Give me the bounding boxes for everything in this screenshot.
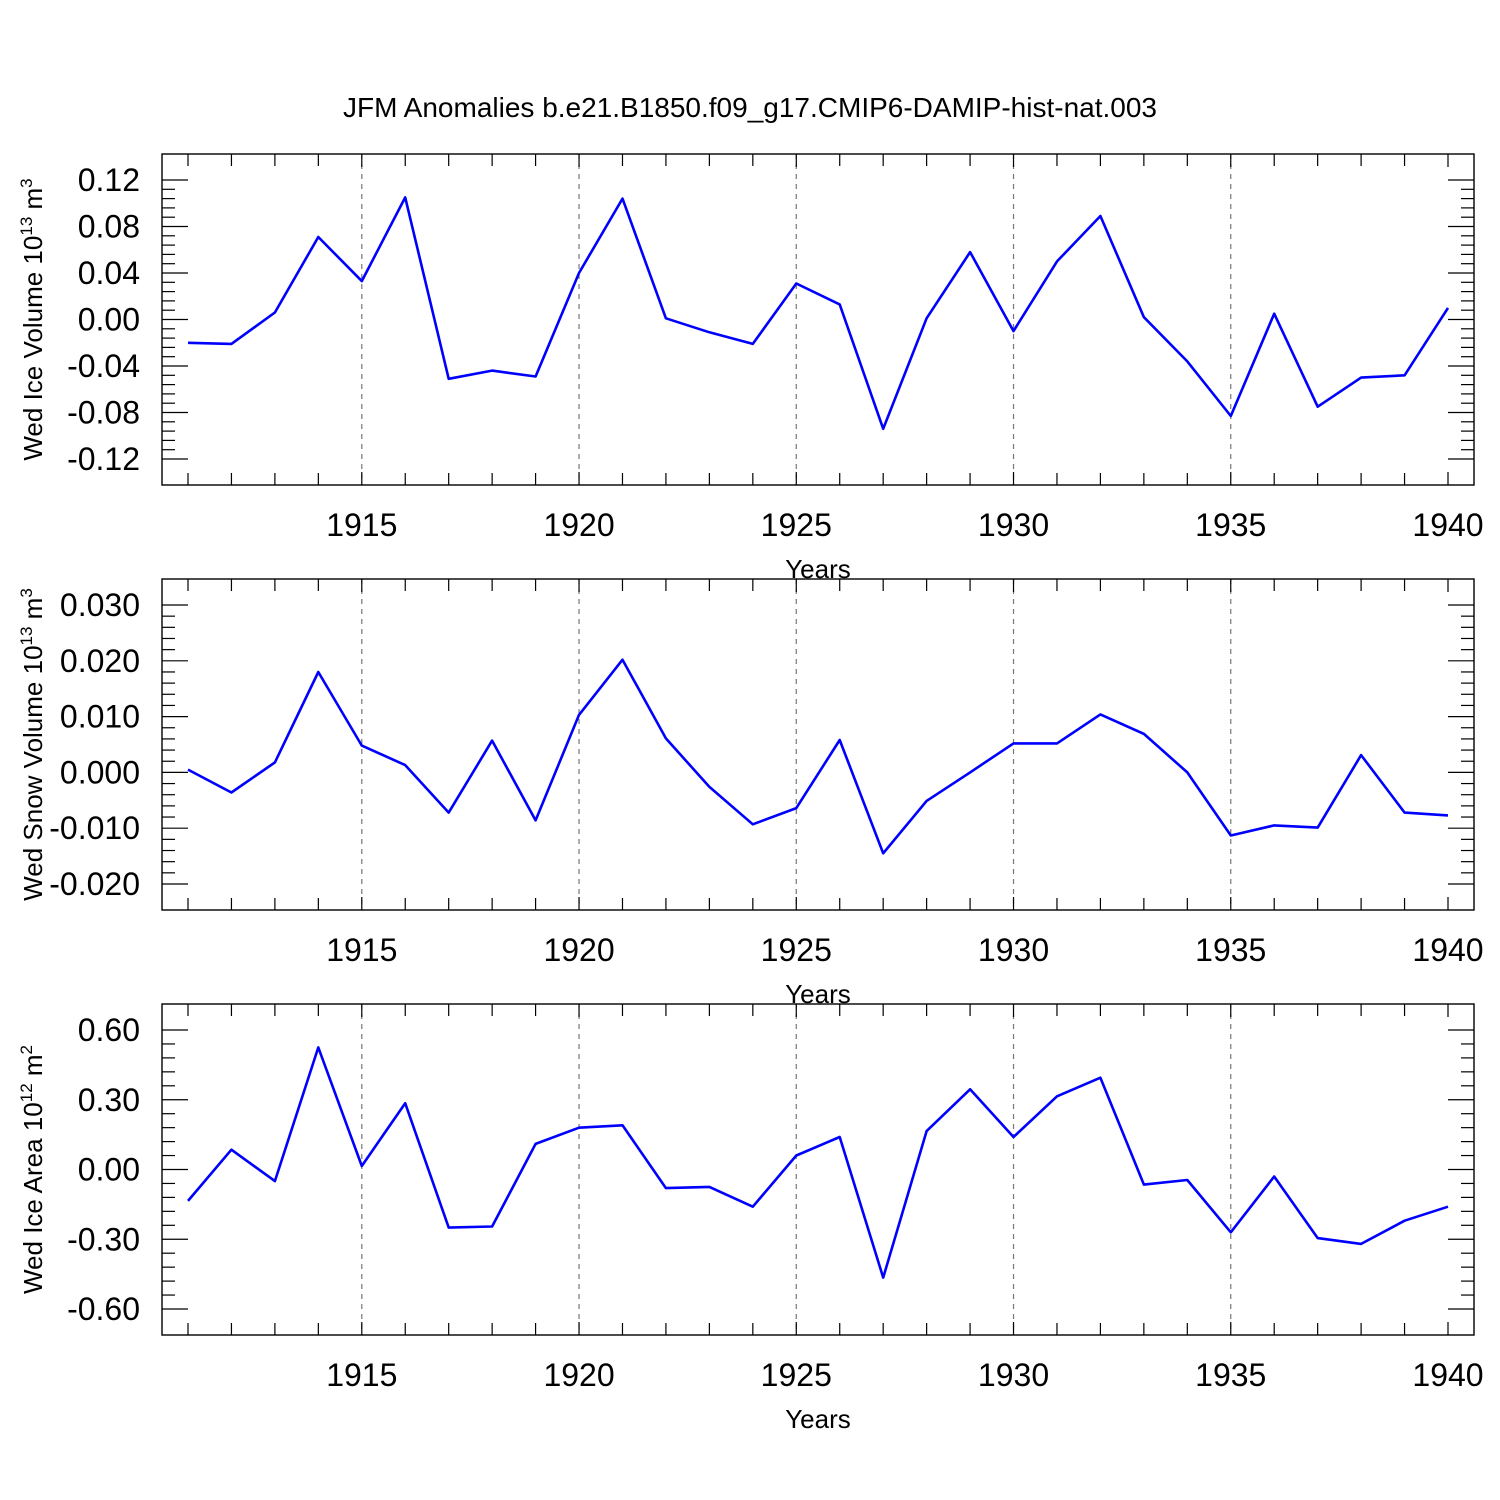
y-tick-label: 0.00 xyxy=(78,1152,140,1188)
panel-1: 1915 1920 1925 1930 1935 1940 -0.12 -0.08 -0.04 0… xyxy=(17,153,1484,584)
x-tick-label: 1920 xyxy=(543,1357,614,1393)
x-tick-label: 1935 xyxy=(1195,1357,1266,1393)
y-axis-title-text: Wed Ice Volume 10 xyxy=(18,236,48,461)
y-axis-title-exponent: 12 xyxy=(17,1083,36,1102)
x-tick-label: 1925 xyxy=(761,1357,832,1393)
y-axis-title-unit-exponent: 2 xyxy=(17,1045,36,1054)
x-tick-label: 1915 xyxy=(326,932,397,968)
x-tick-label: 1940 xyxy=(1412,1357,1483,1393)
y-axis-title-text: Wed Snow Volume 10 xyxy=(18,645,48,900)
y-axis-title: Wed Ice Area 1012 m2 xyxy=(17,1045,48,1294)
y-axis-title-unit: m xyxy=(18,1054,48,1083)
y-tick-label: 0.60 xyxy=(78,1012,140,1048)
y-tick-label: 0.010 xyxy=(60,699,140,735)
figure-title: JFM Anomalies b.e21.B1850.f09_g17.CMIP6-… xyxy=(343,92,1157,123)
y-tick-label: 0.08 xyxy=(78,209,140,245)
y-tick-label: -0.04 xyxy=(67,348,140,384)
y-tick-label: 0.12 xyxy=(78,162,140,198)
x-tick-label: 1920 xyxy=(543,507,614,543)
y-tick-label: -0.12 xyxy=(67,441,140,477)
y-axis-title-exponent: 13 xyxy=(17,217,36,236)
panel-2: 1915 1920 1925 1930 1935 1940 -0.020 -0.010 0.00… xyxy=(17,578,1484,1009)
panel-3: 1915 1920 1925 1930 1935 1940 -0.60 -0.30 0.00 0.… xyxy=(17,1003,1484,1434)
y-tick-label: 0.00 xyxy=(78,302,140,338)
y-axis-title-text: Wed Ice Area 10 xyxy=(18,1102,48,1294)
x-tick-label: 1925 xyxy=(761,932,832,968)
x-tick-label: 1915 xyxy=(326,507,397,543)
x-tick-label: 1930 xyxy=(978,1357,1049,1393)
series-line xyxy=(187,658,1449,855)
y-tick-label: 0.020 xyxy=(60,643,140,679)
x-tick-label: 1925 xyxy=(761,507,832,543)
y-tick-label: 0.000 xyxy=(60,754,140,790)
y-tick-label: 0.04 xyxy=(78,255,140,291)
y-axis-title-unit: m xyxy=(18,188,48,217)
y-axis-title-exponent: 13 xyxy=(17,627,36,646)
y-axis-title-unit: m xyxy=(18,598,48,627)
x-tick-label: 1930 xyxy=(978,932,1049,968)
x-tick-label: 1920 xyxy=(543,932,614,968)
x-tick-label: 1915 xyxy=(326,1357,397,1393)
y-axis-title: Wed Ice Volume 1013 m3 xyxy=(17,178,48,460)
x-tick-label: 1935 xyxy=(1195,932,1266,968)
y-tick-label: -0.020 xyxy=(49,866,140,902)
y-tick-label: -0.30 xyxy=(67,1221,140,1257)
y-tick-label: -0.010 xyxy=(49,810,140,846)
y-tick-label: -0.60 xyxy=(67,1291,140,1327)
x-axis-title: Years xyxy=(785,1404,851,1434)
y-tick-label: 0.030 xyxy=(60,587,140,623)
x-tick-label: 1930 xyxy=(978,507,1049,543)
y-axis-title-unit-exponent: 3 xyxy=(17,588,36,597)
y-tick-label: -0.08 xyxy=(67,395,140,431)
x-tick-label: 1940 xyxy=(1412,932,1483,968)
y-tick-label: 0.30 xyxy=(78,1082,140,1118)
y-axis-title-unit-exponent: 3 xyxy=(17,178,36,187)
x-tick-label: 1935 xyxy=(1195,507,1266,543)
series-line xyxy=(187,1046,1449,1279)
y-axis-title: Wed Snow Volume 1013 m3 xyxy=(17,588,48,901)
panel-frame xyxy=(161,1003,1475,1336)
x-tick-label: 1940 xyxy=(1412,507,1483,543)
series-line xyxy=(187,196,1450,431)
panel-frame xyxy=(161,578,1475,911)
